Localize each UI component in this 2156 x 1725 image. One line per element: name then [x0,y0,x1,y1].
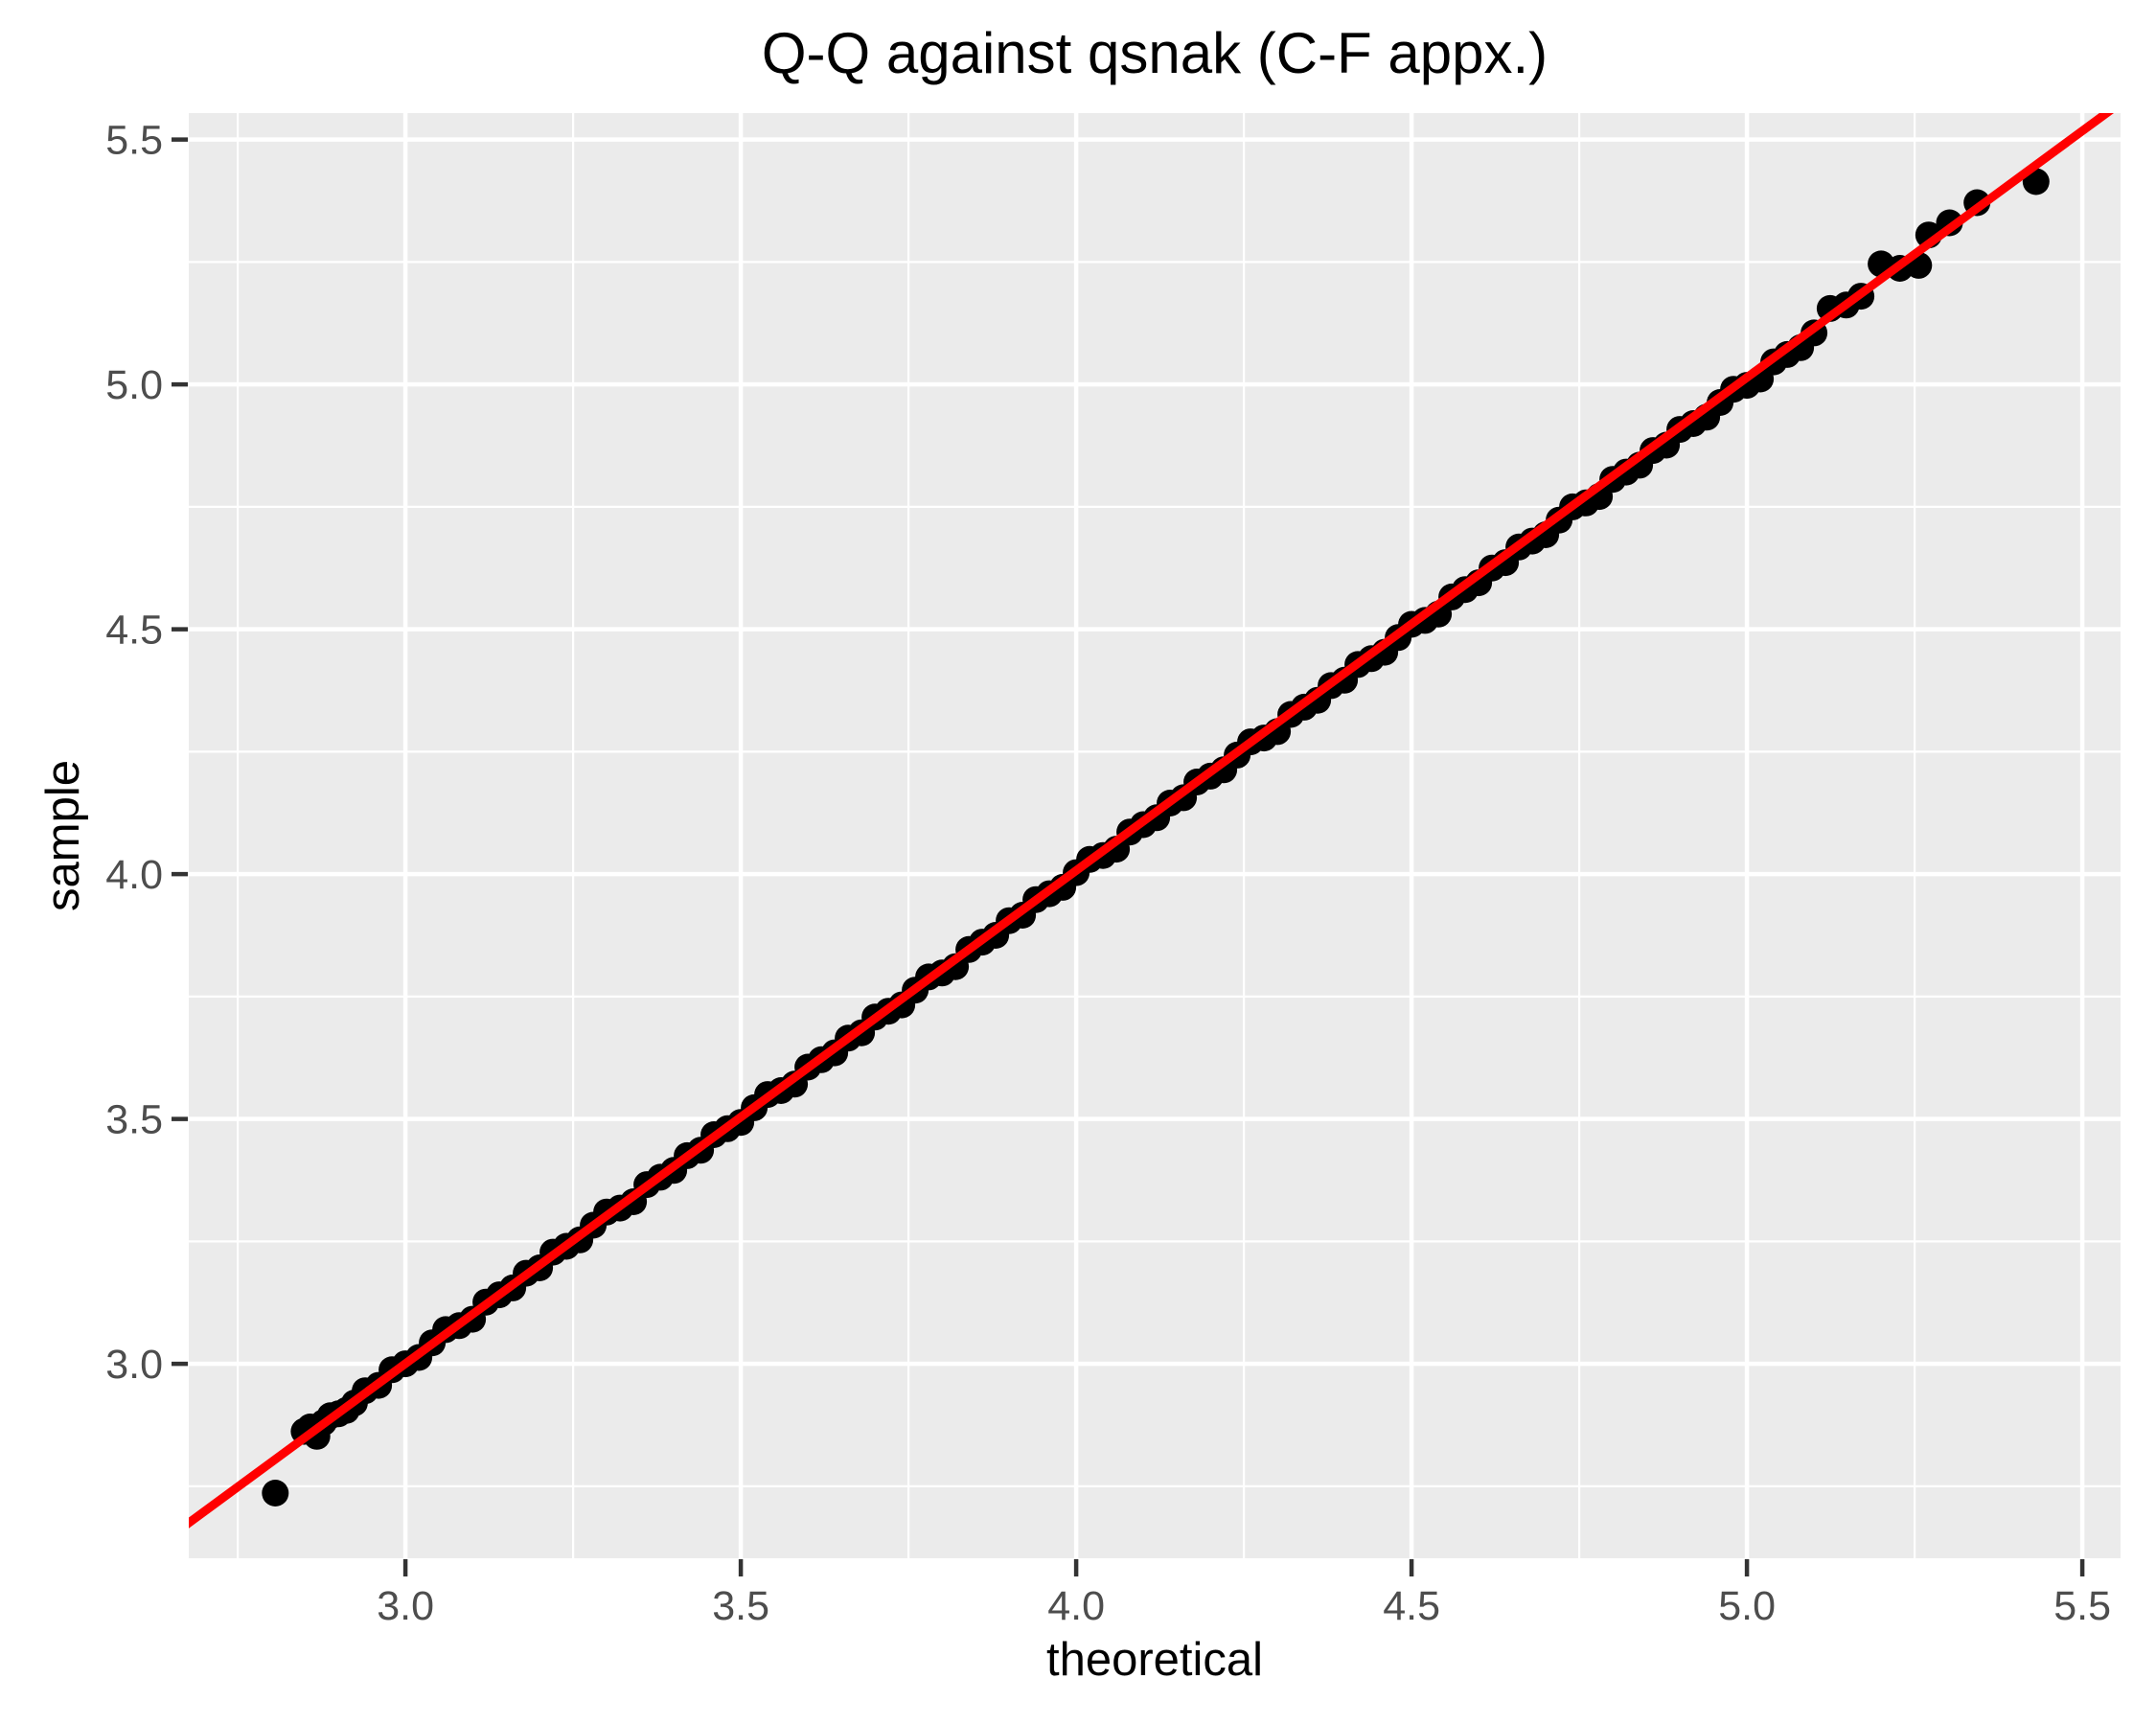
qq-reference-line [189,113,2115,1529]
x-tick-label: 3.5 [712,1583,769,1629]
y-tick-label: 3.5 [105,1097,163,1143]
y-tick-label: 3.0 [105,1342,163,1388]
x-axis-title: theoretical [1045,1634,1264,1686]
y-tick-label: 4.0 [105,852,163,898]
y-tick-label: 5.0 [105,362,163,408]
x-tick-label: 3.0 [377,1583,434,1629]
y-axis-title: sample [37,760,89,911]
x-tick-label: 4.5 [1383,1583,1440,1629]
y-tick-label: 5.5 [105,118,163,164]
data-point [262,1480,289,1506]
plot-title: Q-Q against qsnak (C-F appx.) [761,21,1548,85]
x-tick-label: 5.5 [2053,1583,2111,1629]
x-tick-label: 4.0 [1047,1583,1105,1629]
y-tick-label: 4.5 [105,608,163,654]
reference-line-layer [189,113,2115,1529]
plot-panel [189,113,2121,1558]
x-tick-label: 5.0 [1718,1583,1776,1629]
